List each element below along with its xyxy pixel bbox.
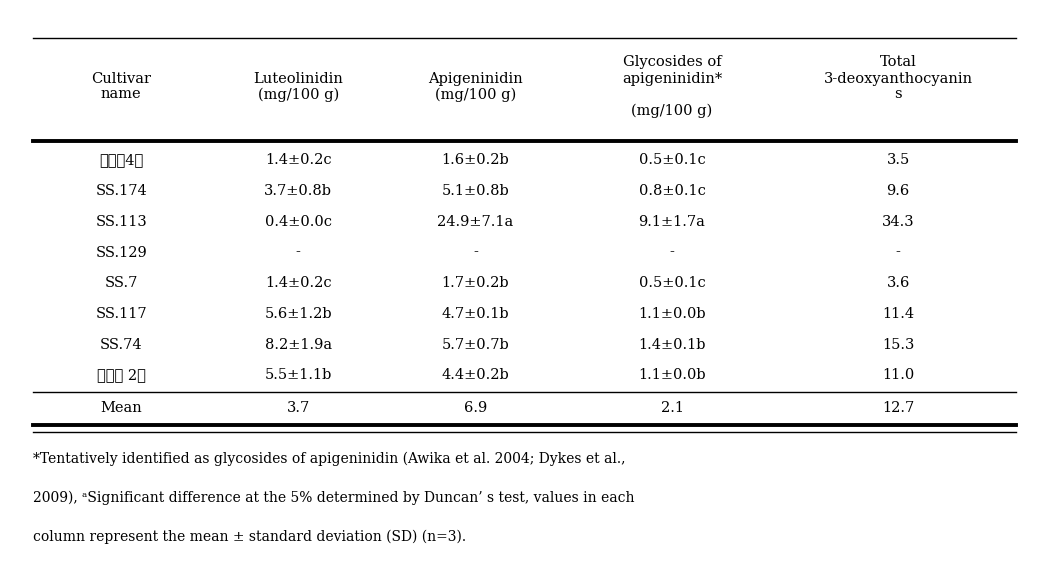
Text: 3.7±0.8b: 3.7±0.8b bbox=[264, 184, 333, 198]
Text: 3.5: 3.5 bbox=[886, 154, 909, 167]
Text: 5.5±1.1b: 5.5±1.1b bbox=[264, 368, 331, 382]
Text: 11.4: 11.4 bbox=[882, 307, 915, 321]
Text: 3.6: 3.6 bbox=[886, 276, 909, 290]
Text: SS.129: SS.129 bbox=[95, 246, 147, 260]
Text: SS.74: SS.74 bbox=[100, 337, 143, 352]
Text: 12.7: 12.7 bbox=[882, 401, 915, 415]
Text: Luteolinidin: Luteolinidin bbox=[254, 72, 343, 86]
Text: Mean: Mean bbox=[101, 401, 143, 415]
Text: 단수쉈4호: 단수쉈4호 bbox=[100, 154, 144, 167]
Text: apigeninidin*: apigeninidin* bbox=[622, 72, 722, 86]
Text: 0.5±0.1c: 0.5±0.1c bbox=[639, 154, 705, 167]
Text: column represent the mean ± standard deviation (SD) (n=3).: column represent the mean ± standard dev… bbox=[33, 529, 466, 544]
Text: (mg/100 g): (mg/100 g) bbox=[631, 104, 712, 118]
Text: 4.7±0.1b: 4.7±0.1b bbox=[442, 307, 509, 321]
Text: 9.1±1.7a: 9.1±1.7a bbox=[639, 215, 706, 229]
Text: 0.5±0.1c: 0.5±0.1c bbox=[639, 276, 705, 290]
Text: 1.7±0.2b: 1.7±0.2b bbox=[442, 276, 509, 290]
Text: 11.0: 11.0 bbox=[882, 368, 915, 382]
Text: 3-deoxyanthocyanin: 3-deoxyanthocyanin bbox=[823, 72, 972, 86]
Text: 2.1: 2.1 bbox=[661, 401, 684, 415]
Text: 1.4±0.2c: 1.4±0.2c bbox=[265, 276, 331, 290]
Text: 34.3: 34.3 bbox=[882, 215, 915, 229]
Text: Apigeninidin: Apigeninidin bbox=[428, 72, 522, 86]
Text: *Tentatively identified as glycosides of apigeninidin (Awika et al. 2004; Dykes : *Tentatively identified as glycosides of… bbox=[33, 452, 625, 467]
Text: -: - bbox=[296, 246, 301, 260]
Text: (mg/100 g): (mg/100 g) bbox=[434, 87, 516, 102]
Text: 9.6: 9.6 bbox=[886, 184, 909, 198]
Text: (mg/100 g): (mg/100 g) bbox=[258, 87, 339, 102]
Text: 8.2±1.9a: 8.2±1.9a bbox=[264, 337, 331, 352]
Text: Glycosides of: Glycosides of bbox=[623, 55, 722, 69]
Text: 4.4±0.2b: 4.4±0.2b bbox=[442, 368, 509, 382]
Text: -: - bbox=[669, 246, 675, 260]
Text: -: - bbox=[473, 246, 477, 260]
Text: 0.8±0.1c: 0.8±0.1c bbox=[639, 184, 706, 198]
Text: 1.6±0.2b: 1.6±0.2b bbox=[442, 154, 509, 167]
Text: 24.9±7.1a: 24.9±7.1a bbox=[437, 215, 513, 229]
Text: 단수수 2호: 단수수 2호 bbox=[97, 368, 146, 382]
Text: 1.4±0.1b: 1.4±0.1b bbox=[638, 337, 706, 352]
Text: 0.4±0.0c: 0.4±0.0c bbox=[264, 215, 331, 229]
Text: SS.113: SS.113 bbox=[95, 215, 147, 229]
Text: 5.1±0.8b: 5.1±0.8b bbox=[442, 184, 509, 198]
Text: -: - bbox=[896, 246, 901, 260]
Text: 1.4±0.2c: 1.4±0.2c bbox=[265, 154, 331, 167]
Text: name: name bbox=[101, 87, 142, 101]
Text: SS.174: SS.174 bbox=[95, 184, 147, 198]
Text: 1.1±0.0b: 1.1±0.0b bbox=[638, 368, 706, 382]
Text: Total: Total bbox=[880, 55, 917, 69]
Text: SS.117: SS.117 bbox=[95, 307, 147, 321]
Text: s: s bbox=[895, 87, 902, 101]
Text: 1.1±0.0b: 1.1±0.0b bbox=[638, 307, 706, 321]
Text: 5.6±1.2b: 5.6±1.2b bbox=[264, 307, 333, 321]
Text: Cultivar: Cultivar bbox=[91, 72, 151, 86]
Text: 6.9: 6.9 bbox=[464, 401, 487, 415]
Text: SS.7: SS.7 bbox=[105, 276, 138, 290]
Text: 15.3: 15.3 bbox=[882, 337, 915, 352]
Text: 5.7±0.7b: 5.7±0.7b bbox=[442, 337, 509, 352]
Text: 3.7: 3.7 bbox=[286, 401, 309, 415]
Text: 2009), ᵃSignificant difference at the 5% determined by Duncan’ s test, values in: 2009), ᵃSignificant difference at the 5%… bbox=[33, 490, 635, 505]
